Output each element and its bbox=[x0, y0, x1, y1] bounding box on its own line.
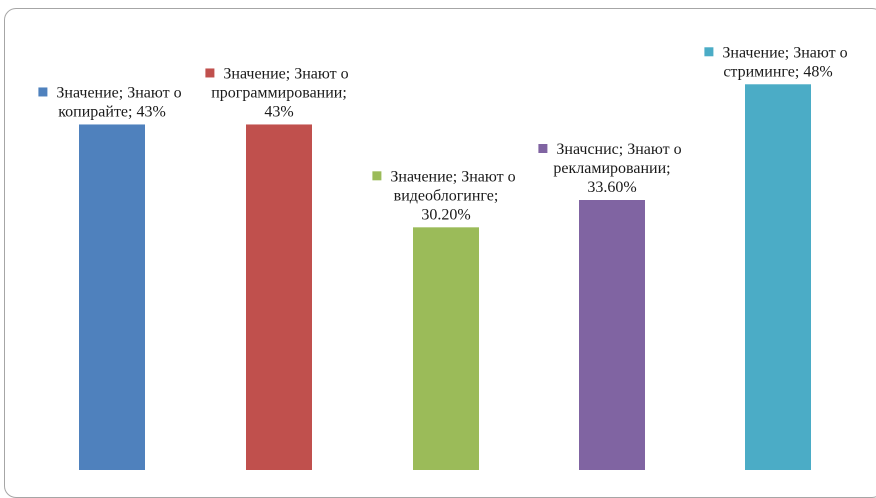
data-label-5-line-2: стриминге; 48% bbox=[723, 63, 832, 80]
bar-1 bbox=[79, 124, 145, 470]
bar-chart: Значение; Знают о копирайте; 43% Значение;… bbox=[38, 44, 848, 471]
data-label-2-line-2: программировании; bbox=[211, 84, 347, 101]
data-label-3-line-2: видеоблогинге; bbox=[394, 187, 499, 204]
legend-key-3 bbox=[372, 171, 382, 181]
data-label-2-line-3: 43% bbox=[264, 103, 293, 120]
data-label-4-line-3: 33.60% bbox=[587, 179, 636, 196]
bar-3 bbox=[413, 227, 479, 470]
data-label-1-line-1: Значение; Знают о bbox=[56, 84, 181, 101]
legend-key-5 bbox=[704, 47, 714, 57]
legend-key-4 bbox=[538, 144, 548, 153]
data-label-1-line-2: копирайте; 43% bbox=[58, 103, 166, 120]
bar-4 bbox=[579, 200, 645, 470]
data-label-4-line-1: Значснис; Знают о bbox=[556, 141, 681, 158]
data-label-3-line-3: 30.20% bbox=[421, 206, 470, 223]
legend-key-1 bbox=[38, 87, 48, 97]
data-label-3-line-1: Значение; Знают о bbox=[390, 168, 515, 185]
data-label-2-line-1: Значение; Знают о bbox=[223, 65, 348, 82]
bar-2 bbox=[246, 124, 312, 470]
bar-5 bbox=[745, 84, 811, 471]
legend-key-2 bbox=[205, 68, 215, 78]
data-label-4-line-2: рекламировании; bbox=[553, 160, 670, 177]
data-label-5-line-1: Значение; Знают о bbox=[722, 44, 847, 61]
